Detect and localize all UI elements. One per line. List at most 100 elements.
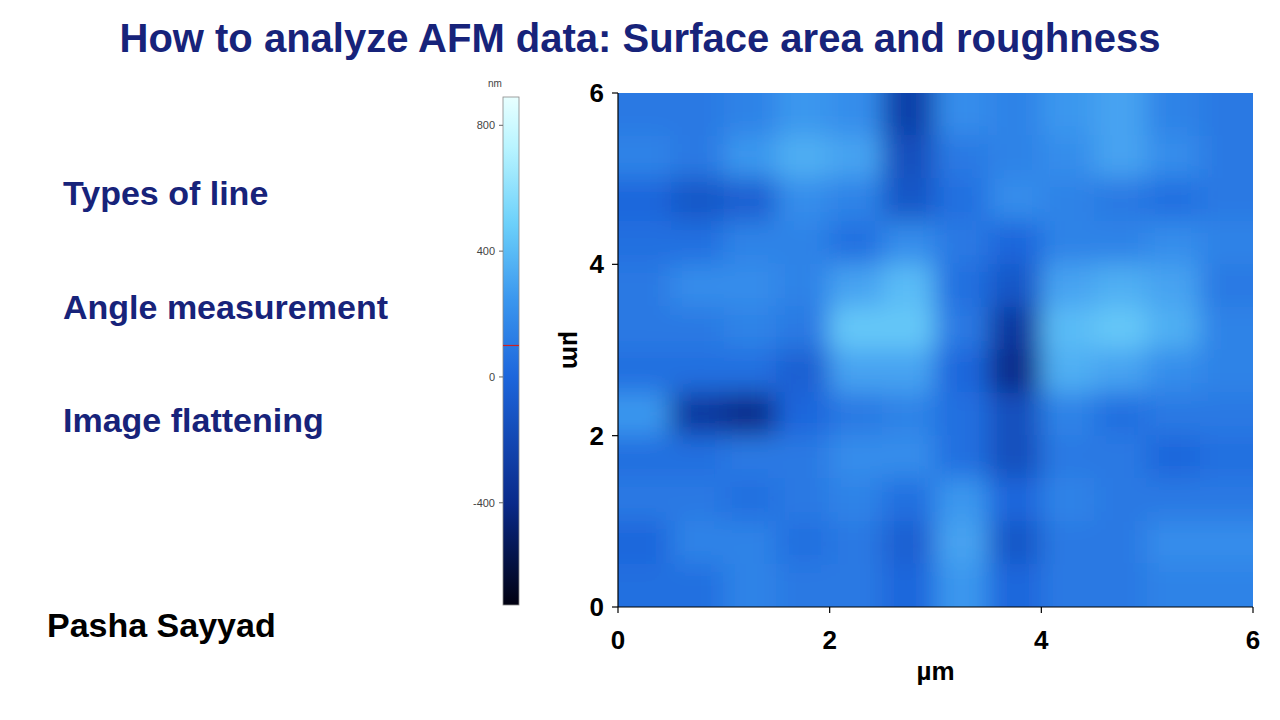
colorbar-tick [499, 251, 503, 252]
y-tick [612, 606, 618, 607]
heatmap-cell [1200, 564, 1253, 607]
x-tick-label: 2 [822, 625, 836, 655]
heatmap-cell [988, 350, 1042, 394]
topic: Angle measurement [63, 288, 388, 326]
y-tick [612, 435, 618, 436]
heatmap-cell [1200, 264, 1253, 308]
colorbar-tick-label: -400 [473, 497, 495, 509]
heatmap-cell [988, 307, 1042, 351]
heatmap-cell [988, 93, 1042, 136]
heatmap-cell [776, 350, 830, 394]
heatmap-cell [1041, 521, 1095, 565]
heatmap-cell [1200, 521, 1253, 565]
heatmap-cell [829, 564, 883, 607]
heatmap-cell [882, 521, 936, 565]
heatmap-cell [935, 564, 989, 607]
heatmap-cell [1147, 392, 1201, 436]
heatmap-cell [935, 521, 989, 565]
heatmap-cell [776, 392, 830, 436]
heatmap [618, 93, 1253, 607]
heatmap-cells [618, 93, 1253, 607]
heatmap-cell [829, 435, 883, 479]
heatmap-cell [618, 93, 671, 136]
heatmap-cell [1094, 392, 1148, 436]
heatmap-cell [670, 178, 724, 222]
y-axis [617, 93, 618, 607]
heatmap-cell [723, 264, 777, 308]
heatmap-cell [1041, 307, 1095, 351]
heatmap-cell [1147, 221, 1201, 265]
heatmap-cell [829, 93, 883, 136]
heatmap-cell [1094, 135, 1148, 179]
heatmap-cell [618, 435, 671, 479]
heatmap-cell [1094, 264, 1148, 308]
heatmap-cell [1200, 178, 1253, 222]
heatmap-cell [670, 435, 724, 479]
heatmap-cell [776, 135, 830, 179]
x-tick [1252, 607, 1253, 613]
heatmap-cell [935, 221, 989, 265]
heatmap-cell [1041, 350, 1095, 394]
heatmap-cell [670, 564, 724, 607]
heatmap-cell [723, 93, 777, 136]
heatmap-cell [1094, 93, 1148, 136]
heatmap-cell [618, 135, 671, 179]
heatmap-cell [988, 521, 1042, 565]
heatmap-cell [1147, 93, 1201, 136]
x-tick-label: 0 [611, 625, 625, 655]
heatmap-cell [1147, 264, 1201, 308]
topic: Types of line [63, 174, 268, 212]
x-tick-label: 6 [1246, 625, 1260, 655]
heatmap-cell [670, 478, 724, 522]
heatmap-cell [1041, 178, 1095, 222]
heatmap-cell [618, 564, 671, 607]
heatmap-cell [776, 264, 830, 308]
heatmap-cell [882, 392, 936, 436]
y-axis-title: µm [557, 331, 587, 369]
heatmap-cell [829, 392, 883, 436]
heatmap-cell [776, 478, 830, 522]
heatmap-cell [882, 178, 936, 222]
heatmap-cell [882, 435, 936, 479]
heatmap-background [618, 93, 1253, 607]
heatmap-cell [1094, 178, 1148, 222]
heatmap-cell [935, 93, 989, 136]
colorbar-tick-label: 800 [477, 119, 495, 131]
heatmap-cell [723, 221, 777, 265]
heatmap-cell [935, 350, 989, 394]
heatmap-cell [776, 521, 830, 565]
heatmap-cell [1147, 135, 1201, 179]
heatmap-cell [723, 435, 777, 479]
heatmap-cell [882, 135, 936, 179]
heatmap-cell [1147, 435, 1201, 479]
heatmap-cell [1041, 478, 1095, 522]
x-tick [1041, 607, 1042, 613]
heatmap-cell [723, 350, 777, 394]
heatmap-cell [1041, 135, 1095, 179]
heatmap-cell [829, 307, 883, 351]
heatmap-cell [829, 521, 883, 565]
heatmap-cell [723, 521, 777, 565]
heatmap-cell [988, 178, 1042, 222]
heatmap-cell [882, 93, 936, 136]
heatmap-cell [829, 178, 883, 222]
heatmap-cell [1147, 307, 1201, 351]
heatmap-cell [988, 392, 1042, 436]
x-tick [829, 607, 830, 613]
heatmap-cell [1200, 435, 1253, 479]
heatmap-cell [776, 435, 830, 479]
heatmap-cell [1041, 93, 1095, 136]
heatmap-cell [1200, 350, 1253, 394]
heatmap-cell [1147, 178, 1201, 222]
heatmap-cell [935, 392, 989, 436]
heatmap-cell [723, 392, 777, 436]
y-tick-label: 0 [590, 592, 604, 622]
heatmap-cell [723, 135, 777, 179]
heatmap-cell [1200, 221, 1253, 265]
x-tick-label: 4 [1034, 625, 1049, 655]
heatmap-cell [1094, 564, 1148, 607]
heatmap-cell [776, 307, 830, 351]
colorbar-tick-label: 400 [477, 245, 495, 257]
heatmap-cell [723, 178, 777, 222]
heatmap-cell [882, 564, 936, 607]
